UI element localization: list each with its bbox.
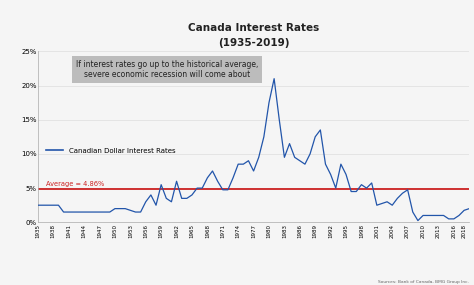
Text: Average = 4.86%: Average = 4.86% bbox=[46, 181, 104, 187]
Text: Sources: Bank of Canada, BMG Group Inc.: Sources: Bank of Canada, BMG Group Inc. bbox=[378, 280, 469, 284]
Legend: Canadian Dollar Interest Rates: Canadian Dollar Interest Rates bbox=[46, 148, 175, 154]
Text: If interest rates go up to the historical average,
severe economic recession wil: If interest rates go up to the historica… bbox=[76, 60, 258, 79]
Title: Canada Interest Rates
(1935-2019): Canada Interest Rates (1935-2019) bbox=[188, 23, 319, 48]
